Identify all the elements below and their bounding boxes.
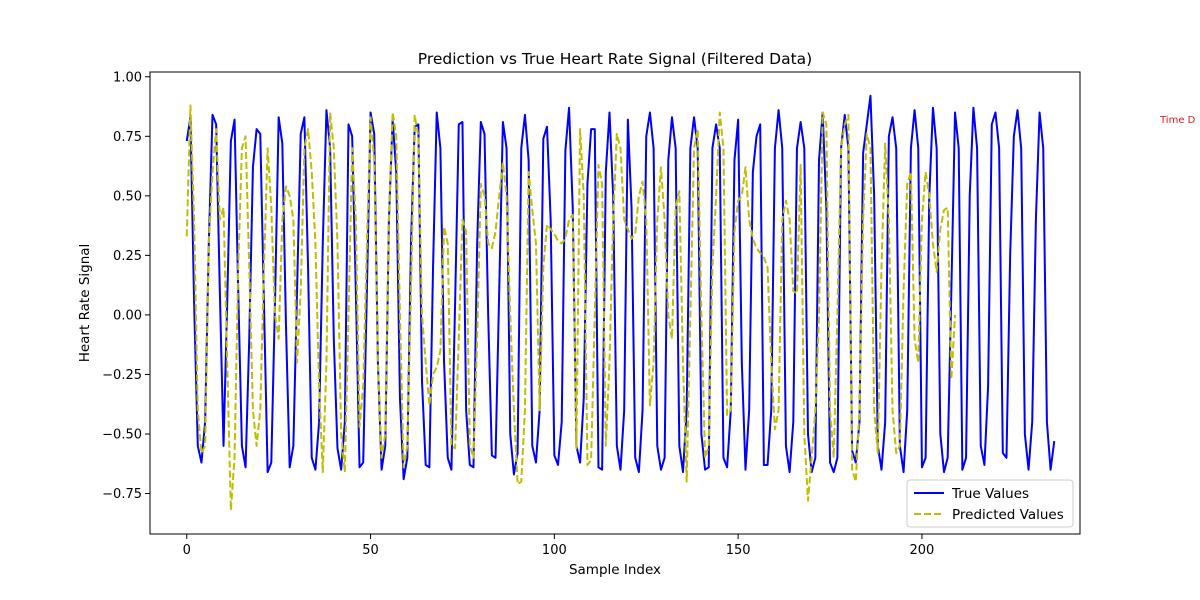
x-tick-label: 200 — [910, 543, 935, 558]
x-tick-label: 0 — [183, 543, 191, 558]
legend-box — [906, 479, 1074, 528]
y-tick-label: −0.50 — [102, 427, 142, 442]
legend-label-predicted-values: Predicted Values — [952, 507, 1064, 523]
y-tick-label: 0.25 — [113, 249, 142, 264]
y-tick-label: 0.00 — [113, 308, 142, 323]
plot-area-frame — [149, 71, 1081, 535]
y-tick-label: −0.25 — [102, 368, 142, 383]
chart-title: Prediction vs True Heart Rate Signal (Fi… — [418, 50, 812, 68]
x-tick-label: 50 — [362, 543, 379, 558]
series-layer — [185, 94, 1056, 512]
series-line-predicted-values — [185, 104, 957, 512]
x-tick-label: 100 — [542, 543, 567, 558]
legend: True Values Predicted Values — [906, 479, 1074, 528]
x-axis-ticks: 0 50 100 150 200 — [183, 534, 935, 558]
series-line-true-values — [185, 94, 1056, 481]
y-axis-label: Heart Rate Signal — [77, 244, 93, 363]
chart-annotation: Time D — [1159, 115, 1196, 126]
y-tick-label: 0.75 — [113, 130, 142, 145]
y-axis-ticks: −0.75 −0.50 −0.25 0.00 0.25 0.50 0.75 1.00 — [102, 70, 150, 502]
x-axis-label: Sample Index — [569, 562, 661, 578]
y-tick-label: 0.50 — [113, 189, 142, 204]
y-tick-label: 1.00 — [113, 70, 142, 85]
y-tick-label: −0.75 — [102, 487, 142, 502]
x-tick-label: 150 — [726, 543, 751, 558]
legend-label-true-values: True Values — [951, 486, 1029, 502]
